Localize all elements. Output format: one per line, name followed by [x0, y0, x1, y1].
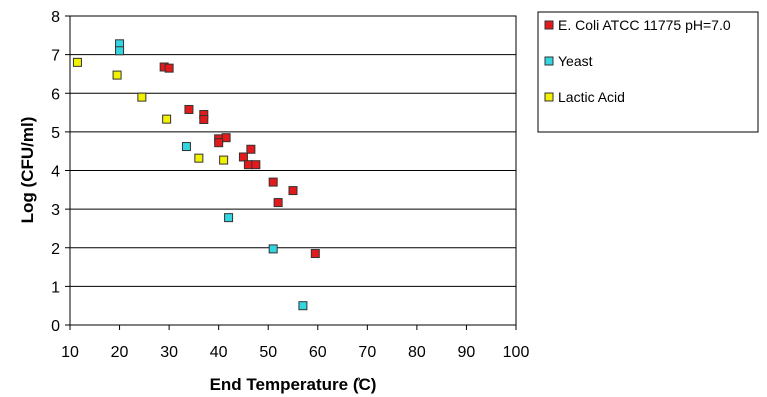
legend-label: Yeast [558, 53, 593, 69]
series-group [159, 62, 320, 259]
data-point [112, 70, 122, 80]
data-point [298, 301, 308, 311]
series-group [115, 39, 308, 311]
legend-items: E. Coli ATCC 11775 pH=7.0 Yeast Lactic Aci… [544, 17, 731, 105]
data-point [238, 152, 248, 162]
legend-box [537, 11, 759, 133]
x-axis-title: End Temperature (̊C) [210, 375, 377, 394]
data-points [72, 39, 320, 311]
x-tick-label: 100 [503, 344, 530, 361]
data-point [221, 133, 231, 143]
data-point [268, 177, 278, 187]
x-tick-label: 10 [61, 344, 79, 361]
data-point [184, 104, 194, 114]
data-point [214, 138, 224, 148]
legend-label: E. Coli ATCC 11775 pH=7.0 [558, 17, 731, 33]
data-point [224, 213, 234, 223]
y-tick-label: 0 [51, 318, 60, 335]
data-point [164, 63, 174, 73]
x-tick-label: 70 [358, 344, 376, 361]
data-point [268, 244, 278, 254]
x-tick-label: 40 [210, 344, 228, 361]
data-point [246, 144, 256, 154]
data-point [251, 160, 261, 170]
series-group [72, 57, 229, 165]
data-point [72, 57, 82, 67]
axis-ticks: 0 1 2 3 4 5 6 7 8 10 20 30 40 50 60 70 80 90 100 [51, 9, 529, 361]
data-point [219, 155, 229, 165]
x-tick-label: 60 [309, 344, 327, 361]
y-tick-label: 5 [51, 125, 60, 142]
legend-swatch [544, 92, 554, 102]
data-point [288, 186, 298, 196]
legend-label: Lactic Acid [558, 89, 625, 105]
legend-swatch [544, 56, 554, 66]
y-tick-label: 4 [51, 164, 60, 181]
x-tick-label: 90 [458, 344, 476, 361]
x-tick-label: 20 [111, 344, 129, 361]
data-point [273, 198, 283, 208]
data-point [243, 160, 253, 170]
data-point [162, 114, 172, 124]
y-tick-label: 8 [51, 9, 60, 26]
grid-lines [70, 54, 516, 287]
y-tick-label: 6 [51, 86, 60, 103]
y-tick-label: 7 [51, 48, 60, 65]
data-point [181, 142, 191, 152]
legend-swatch [544, 20, 554, 30]
x-tick-label: 50 [259, 344, 277, 361]
x-tick-label: 30 [160, 344, 178, 361]
y-tick-label: 1 [51, 279, 60, 296]
data-point [194, 153, 204, 163]
legend: E. Coli ATCC 11775 pH=7.0 Yeast Lactic Aci… [537, 11, 759, 133]
data-point [115, 46, 125, 56]
y-axis-title: Log (CFU/ml) [18, 117, 37, 224]
x-tick-label: 80 [408, 344, 426, 361]
data-point [199, 115, 209, 125]
data-point [137, 92, 147, 102]
y-tick-label: 2 [51, 241, 60, 258]
data-point [310, 249, 320, 259]
y-tick-label: 3 [51, 202, 60, 219]
